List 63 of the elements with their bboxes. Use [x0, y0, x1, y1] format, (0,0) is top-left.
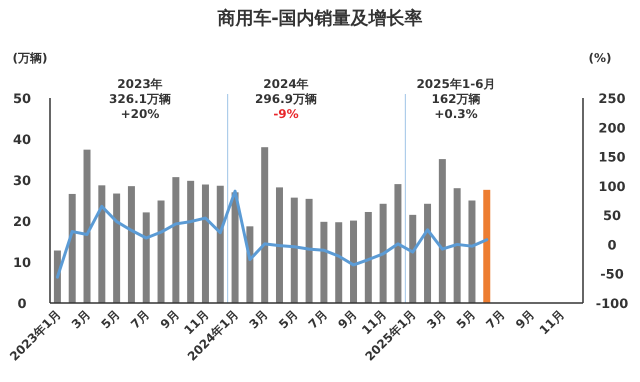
bar	[320, 222, 328, 303]
bar	[84, 150, 91, 303]
bar	[261, 147, 268, 303]
bar	[202, 184, 209, 303]
y-axis-title: (万辆)	[12, 51, 48, 65]
x-tick-label: 11月	[536, 307, 567, 338]
x-tick-label: 7月	[306, 307, 330, 332]
bar	[424, 204, 432, 303]
x-tick-label: 5月	[276, 307, 300, 332]
bar	[113, 194, 120, 303]
y-tick-label: 10	[12, 256, 32, 271]
y2-tick-label: 200	[598, 121, 626, 136]
bar	[306, 198, 313, 303]
bar	[483, 190, 490, 303]
y-tick-label: 30	[12, 174, 32, 189]
bar	[276, 187, 283, 303]
x-tick-label: 5月	[454, 307, 478, 332]
x-tick-label: 3月	[424, 307, 448, 332]
bar	[158, 200, 165, 303]
x-tick-label: 9月	[158, 307, 182, 332]
bar	[409, 214, 416, 303]
y-tick-label: 40	[12, 133, 32, 148]
bar	[468, 200, 476, 303]
annotation: 2024年 296.9万辆	[255, 77, 317, 106]
bar	[438, 159, 446, 303]
y2-tick-label: -100	[596, 297, 628, 312]
bar	[454, 188, 461, 303]
x-tick-label: 9月	[513, 307, 538, 332]
y-tick-label: 50	[12, 92, 32, 107]
y-tick-label: 0	[17, 297, 27, 312]
bar	[142, 212, 150, 303]
annotation: 2023年 326.1万辆 +20%	[109, 77, 171, 121]
bar	[232, 192, 239, 303]
bar	[350, 220, 358, 303]
bar	[98, 185, 106, 303]
bar	[172, 177, 180, 303]
bar	[335, 222, 342, 303]
bar	[68, 194, 76, 303]
bar	[216, 186, 224, 303]
line-series	[56, 190, 488, 279]
annotation: 2025年1-6月 162万辆 +0.3%	[416, 77, 496, 121]
x-tick-label: 5月	[98, 307, 123, 332]
y2-tick-label: 100	[598, 180, 626, 195]
y2-tick-label: 50	[602, 209, 622, 224]
y2-tick-label: 0	[607, 238, 617, 254]
x-tick-label: 7月	[483, 307, 508, 332]
x-tick-label: 3月	[246, 307, 271, 332]
y2-tick-label: -50	[600, 268, 624, 283]
bar	[394, 184, 402, 303]
annotation: -9%	[273, 107, 299, 121]
y-tick-label: 20	[12, 215, 32, 230]
bar	[128, 186, 135, 303]
bar	[290, 198, 298, 303]
bar	[364, 212, 372, 303]
x-tick-label: 7月	[128, 307, 152, 332]
y2-tick-label: 150	[598, 150, 626, 166]
x-tick-label: 9月	[335, 307, 360, 332]
chart-title: 商用车-国内销量及增长率	[216, 8, 423, 29]
x-tick-label: 3月	[68, 307, 94, 332]
bar	[187, 180, 194, 303]
y2-axis-title: (%)	[588, 51, 612, 65]
y2-tick-label: 250	[598, 92, 626, 107]
bar	[380, 204, 387, 303]
